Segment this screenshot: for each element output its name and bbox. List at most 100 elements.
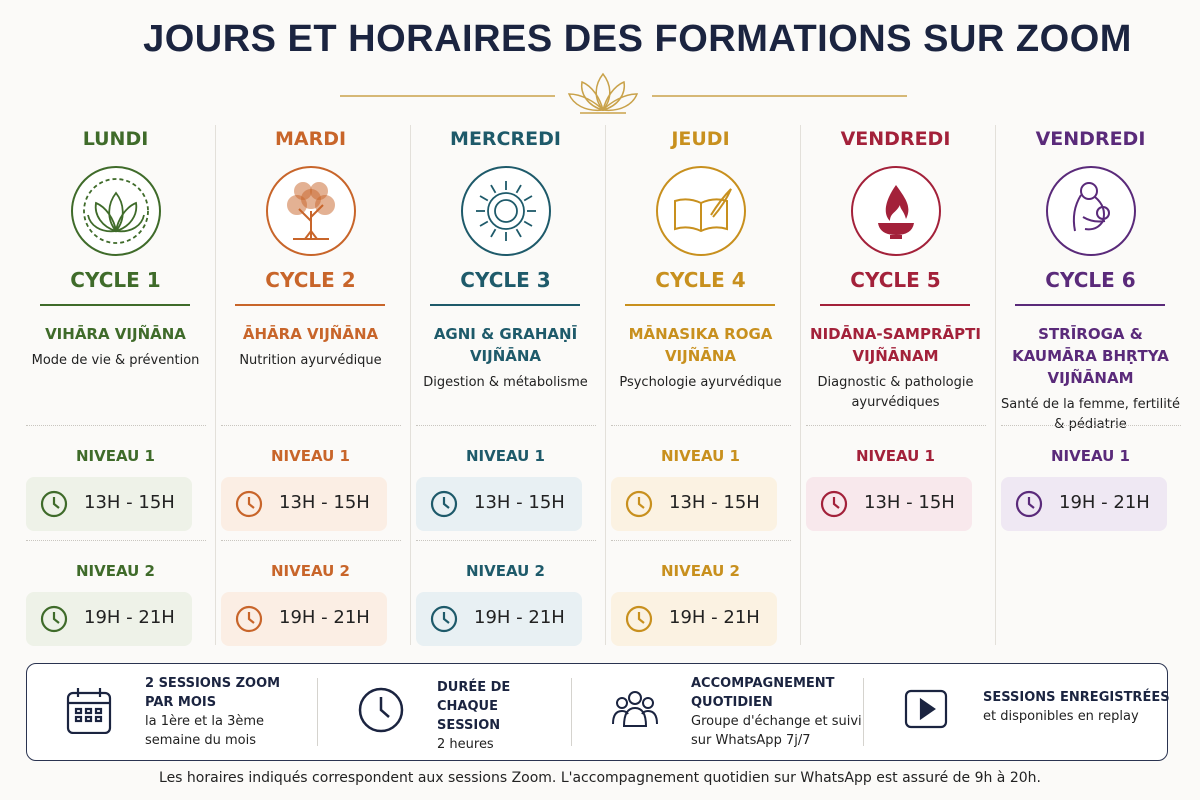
dotted-divider	[221, 540, 401, 541]
column-separator	[410, 125, 411, 645]
column-separator	[215, 125, 216, 645]
feature-icon	[904, 689, 948, 729]
cycle-underline	[235, 304, 385, 306]
day-label: MERCREDI	[450, 128, 561, 150]
dotted-divider	[26, 540, 206, 541]
clock-icon	[625, 605, 653, 633]
time-text: 13H - 15H	[84, 492, 175, 513]
cycle-underline	[430, 304, 580, 306]
day-column: VENDREDI CYCLE 6 STRĪROGA & KAUMĀRA BHṚTYA…	[993, 120, 1188, 650]
cycle-icon	[1046, 166, 1136, 256]
time-text: 13H - 15H	[864, 492, 955, 513]
day-label: VENDREDI	[1035, 128, 1146, 150]
cycle-underline	[1015, 304, 1165, 306]
time-slot: 19H - 21H	[26, 592, 192, 646]
cycle-description: ĀHĀRA VIJÑĀNA Nutrition ayurvédique	[217, 323, 404, 371]
time-text: 19H - 21H	[474, 607, 565, 628]
level-label: NIVEAU 2	[271, 562, 350, 580]
feature-icon	[358, 687, 404, 733]
time-text: 13H - 15H	[669, 492, 760, 513]
time-slot: 13H - 15H	[806, 477, 972, 531]
level-label: NIVEAU 1	[856, 447, 935, 465]
time-slot: 13H - 15H	[611, 477, 777, 531]
feature-icon	[66, 688, 112, 734]
day-column: MERCREDI CYCLE 3 AGNI & GRAHAṆĪ VIJÑĀNA Dig…	[408, 120, 603, 650]
time-text: 19H - 21H	[84, 607, 175, 628]
feature: DURÉE DE CHAQUE SESSION 2 heures	[319, 664, 571, 760]
cycle-description: VIHĀRA VIJÑĀNA Mode de vie & prévention	[22, 323, 209, 371]
clock-icon	[1015, 490, 1043, 518]
day-column: JEUDI CYCLE 4 MĀNASIKA ROGA VIJÑĀNA Psychol…	[603, 120, 798, 650]
feature-text: 2 SESSIONS ZOOM PAR MOIS la 1ère et la 3è…	[145, 674, 285, 750]
feature-separator	[571, 678, 572, 746]
clock-icon	[235, 605, 263, 633]
day-column: LUNDI CYCLE 1 VIHĀRA VIJÑĀNA Mode de vie & …	[18, 120, 213, 650]
feature-title: DURÉE DE CHAQUE SESSION	[437, 680, 511, 733]
cycle-underline	[820, 304, 970, 306]
time-slot: 13H - 15H	[416, 477, 582, 531]
column-separator	[800, 125, 801, 645]
time-slot: 13H - 15H	[221, 477, 387, 531]
feature-text: DURÉE DE CHAQUE SESSION 2 heures	[437, 678, 557, 754]
feature-detail: 2 heures	[437, 737, 494, 752]
cycle-name: STRĪROGA & KAUMĀRA BHṚTYA VIJÑĀNAM	[1012, 325, 1169, 387]
clock-icon	[430, 490, 458, 518]
column-separator	[995, 125, 996, 645]
feature-separator	[317, 678, 318, 746]
cycle-name: ĀHĀRA VIJÑĀNA	[242, 325, 379, 343]
cycle-label: CYCLE 2	[265, 268, 356, 292]
column-separator	[605, 125, 606, 645]
time-text: 19H - 21H	[1059, 492, 1150, 513]
cycle-description: AGNI & GRAHAṆĪ VIJÑĀNA Digestion & métabo…	[412, 323, 599, 393]
time-slot: 19H - 21H	[611, 592, 777, 646]
feature-text: ACCOMPAGNEMENT QUOTIDIEN Groupe d'échange…	[691, 674, 881, 750]
cycle-label: CYCLE 3	[460, 268, 551, 292]
level-label: NIVEAU 1	[1051, 447, 1130, 465]
cycle-subtitle: Mode de vie & prévention	[31, 353, 200, 368]
dotted-divider	[416, 540, 596, 541]
clock-icon	[820, 490, 848, 518]
feature: SESSIONS ENREGISTRÉES et disponibles en r…	[865, 664, 1170, 760]
cycle-icon	[266, 166, 356, 256]
day-label: JEUDI	[671, 128, 730, 150]
time-text: 19H - 21H	[279, 607, 370, 628]
clock-icon	[40, 605, 68, 633]
cycle-underline	[40, 304, 190, 306]
feature-detail: la 1ère et la 3ème semaine du mois	[145, 714, 265, 748]
dotted-divider	[26, 425, 206, 426]
time-slot: 13H - 15H	[26, 477, 192, 531]
title-ornament	[340, 72, 907, 114]
feature-title: SESSIONS ENREGISTRÉES	[983, 690, 1170, 705]
level-label: NIVEAU 2	[76, 562, 155, 580]
cycle-subtitle: Nutrition ayurvédique	[239, 353, 382, 368]
day-label: VENDREDI	[840, 128, 951, 150]
time-text: 19H - 21H	[669, 607, 760, 628]
cycle-label: CYCLE 1	[70, 268, 161, 292]
title: JOURS ET HORAIRES DES FORMATIONS SUR ZOO…	[143, 18, 1132, 60]
cycle-name: AGNI & GRAHAṆĪ VIJÑĀNA	[433, 325, 578, 365]
feature: ACCOMPAGNEMENT QUOTIDIEN Groupe d'échange…	[573, 664, 863, 760]
dotted-divider	[611, 425, 791, 426]
feature-detail: et disponibles en replay	[983, 709, 1139, 724]
cycle-label: CYCLE 5	[850, 268, 941, 292]
feature-text: SESSIONS ENREGISTRÉES et disponibles en r…	[983, 688, 1183, 726]
dotted-divider	[1001, 425, 1181, 426]
level-label: NIVEAU 2	[466, 562, 545, 580]
cycle-label: CYCLE 4	[655, 268, 746, 292]
dotted-divider	[221, 425, 401, 426]
feature-title: ACCOMPAGNEMENT QUOTIDIEN	[691, 676, 835, 710]
cycle-description: NIDĀNA-SAMPRĀPTI VIJÑĀNAM Diagnostic & pa…	[802, 323, 989, 413]
cycle-icon	[461, 166, 551, 256]
clock-icon	[430, 605, 458, 633]
level-label: NIVEAU 1	[271, 447, 350, 465]
level-label: NIVEAU 1	[466, 447, 545, 465]
cycle-subtitle: Diagnostic & pathologie ayurvédiques	[817, 375, 974, 410]
level-label: NIVEAU 2	[661, 562, 740, 580]
cycle-description: MĀNASIKA ROGA VIJÑĀNA Psychologie ayurvéd…	[607, 323, 794, 393]
cycle-name: MĀNASIKA ROGA VIJÑĀNA	[628, 325, 773, 365]
dotted-divider	[416, 425, 596, 426]
cycle-label: CYCLE 6	[1045, 268, 1136, 292]
footer-note: Les horaires indiqués correspondent aux …	[159, 770, 1041, 786]
feature-detail: Groupe d'échange et suivi sur WhatsApp 7…	[691, 714, 862, 748]
